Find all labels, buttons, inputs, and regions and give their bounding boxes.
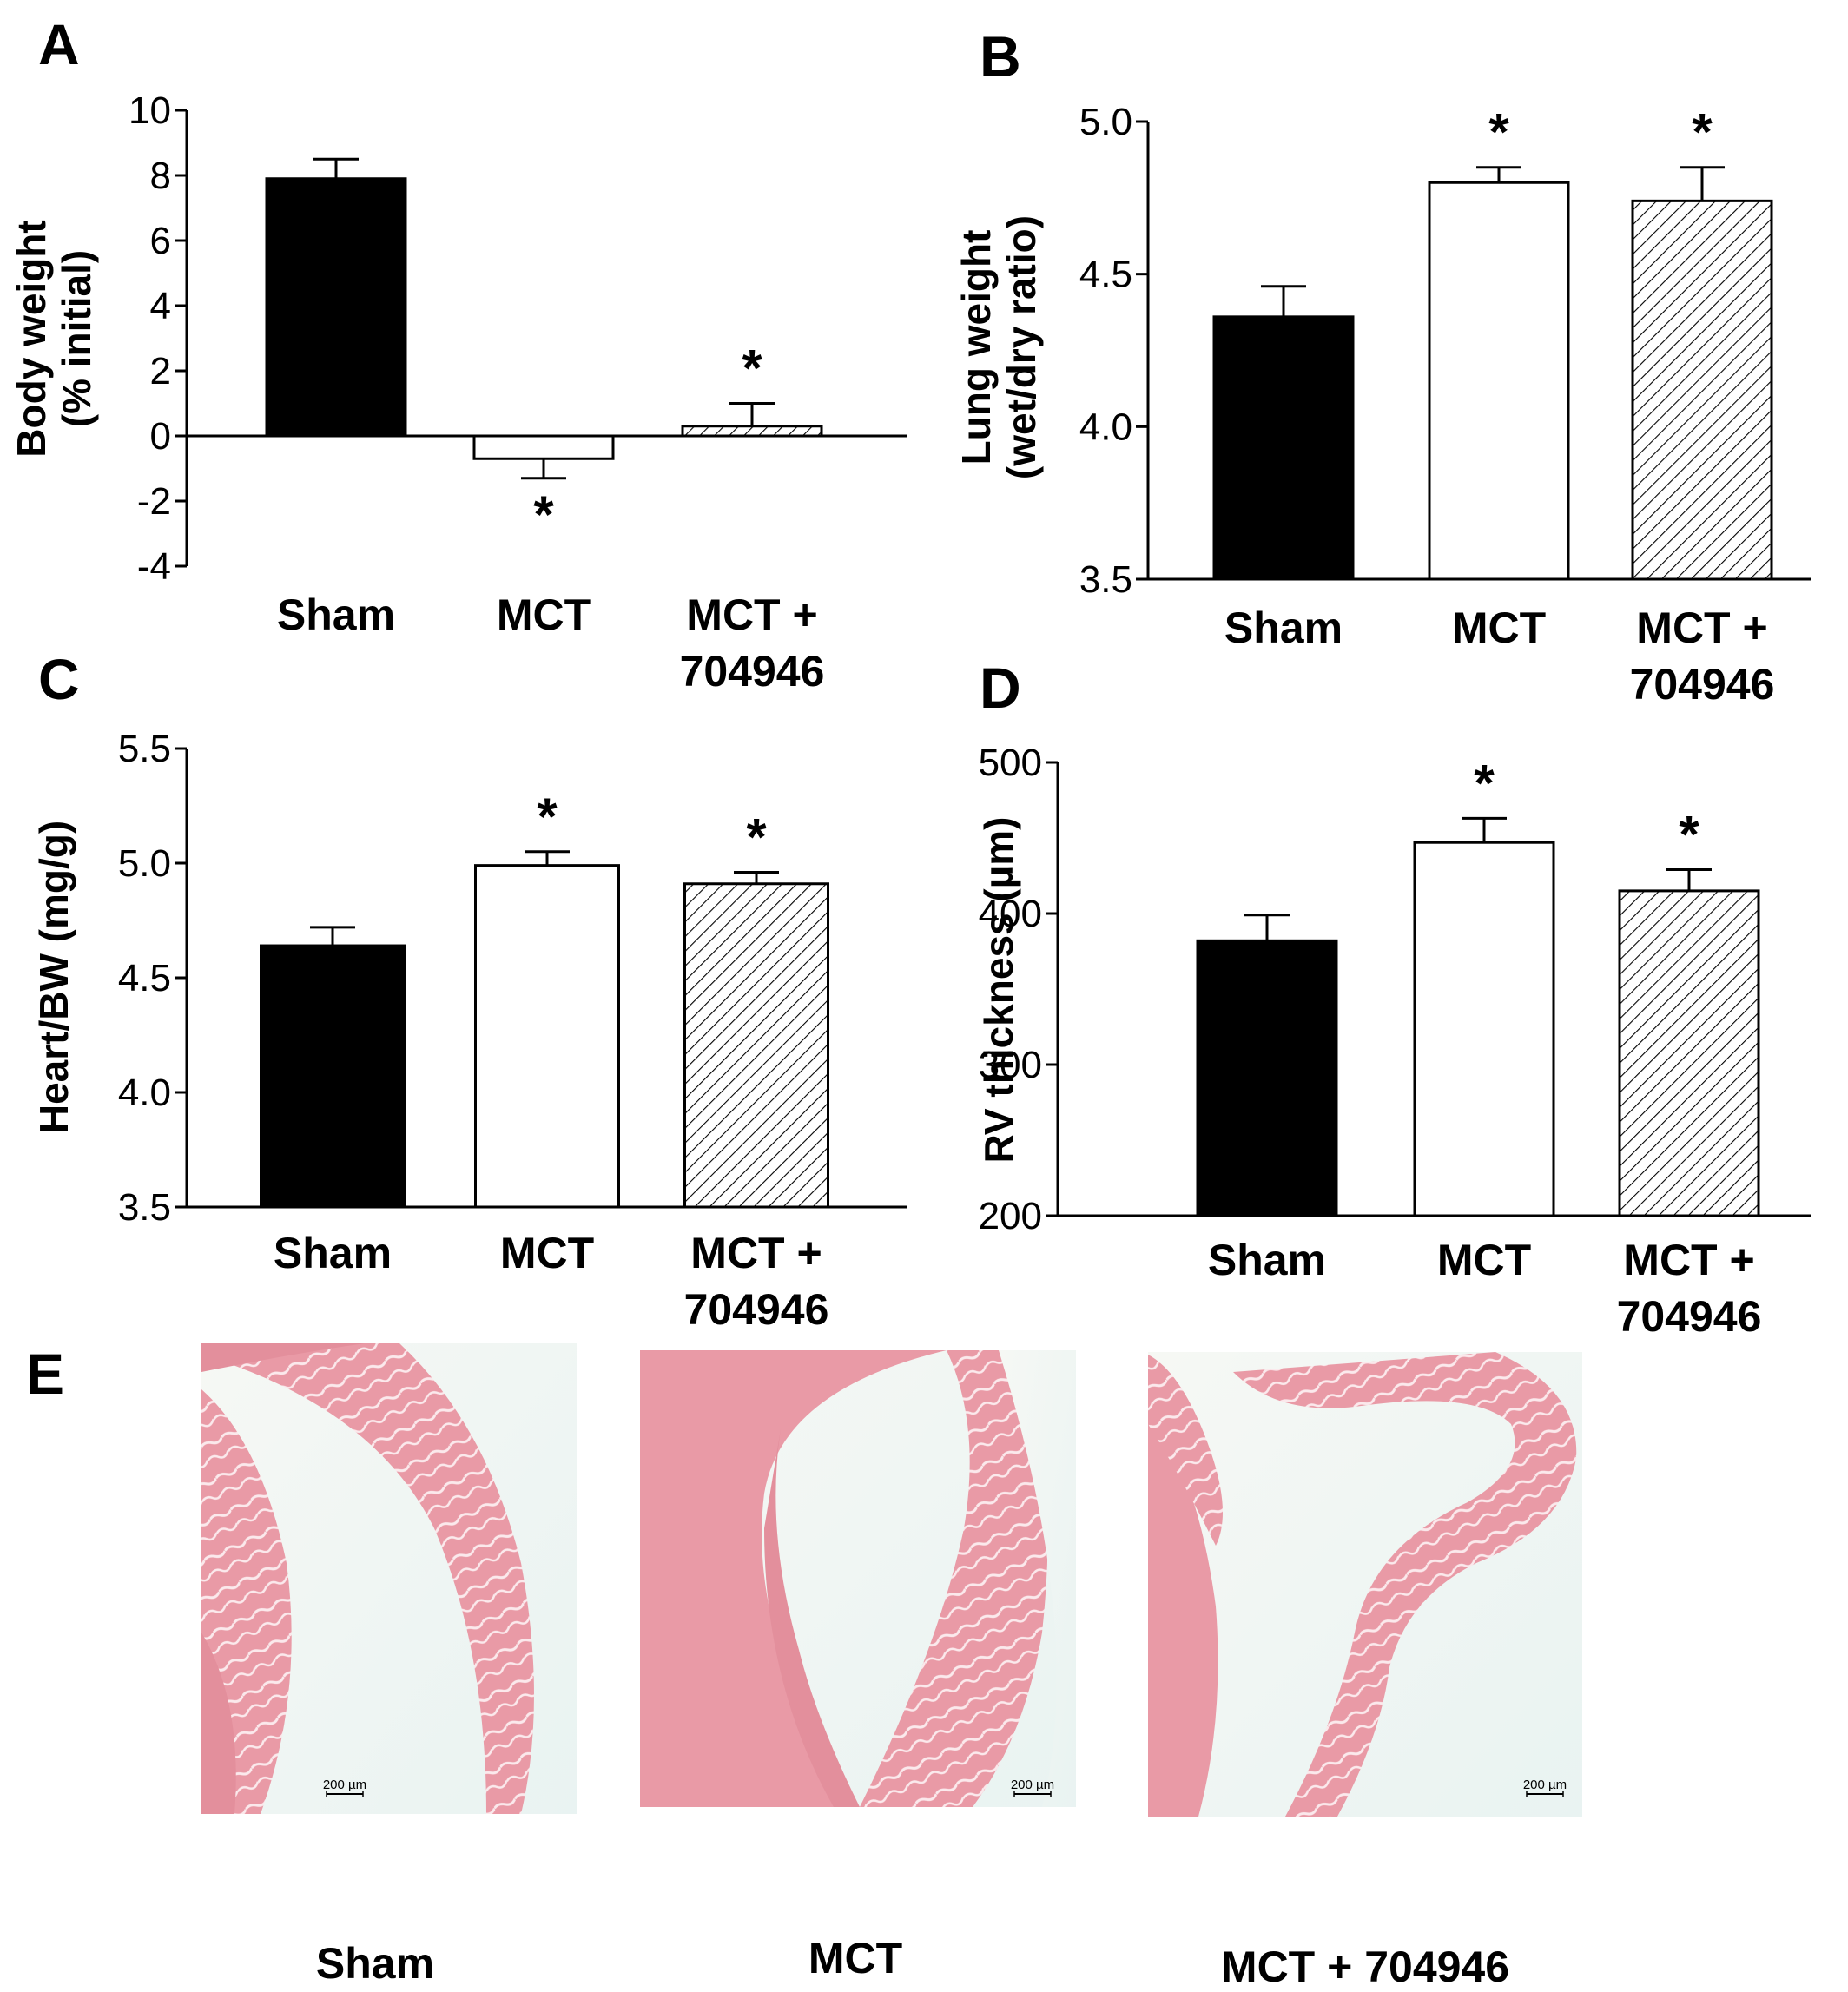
- bar: [681, 425, 823, 438]
- bar: [1631, 199, 1773, 581]
- panel-letter-e: E: [26, 1342, 64, 1406]
- category-label: Sham: [274, 1229, 392, 1277]
- y-tick-label: 400: [979, 893, 1042, 935]
- micrograph-label-mct-704946: MCT + 704946: [1221, 1943, 1509, 1991]
- y-tick-label: 5.0: [118, 842, 171, 885]
- y-tick-label: 4.0: [1079, 406, 1132, 448]
- bar: [1428, 181, 1570, 581]
- y-tick-label: -4: [137, 545, 171, 588]
- category-label: Sham: [277, 590, 395, 639]
- y-tick-label: 4.5: [118, 957, 171, 999]
- y-axis-label: RV thickness (µm): [976, 817, 1021, 1164]
- y-tick-label: 4.5: [1079, 254, 1132, 296]
- bar: [474, 864, 620, 1209]
- y-tick-label: 6: [150, 220, 171, 262]
- y-tick-label: 3.5: [118, 1186, 171, 1229]
- category-label: MCT +704946: [680, 590, 825, 696]
- micrograph-mct-704946: [1148, 1352, 1582, 1817]
- significance-star: *: [537, 788, 558, 846]
- chart-panel-d: 200 300 400 500 RV thickness (µm) Sham * MCT * MC…: [976, 742, 1811, 1341]
- micrograph-sham: [201, 1343, 577, 1814]
- category-label: MCT: [1452, 604, 1546, 652]
- y-tick-label: -2: [137, 480, 171, 523]
- significance-star: *: [1488, 103, 1509, 162]
- significance-star: *: [533, 485, 554, 544]
- category-label: Sham: [1224, 604, 1343, 652]
- significance-star: *: [1474, 754, 1495, 812]
- significance-star: *: [742, 340, 762, 398]
- y-tick-label: 500: [979, 742, 1042, 784]
- bar: [1618, 889, 1760, 1217]
- bar: [265, 177, 407, 438]
- significance-star: *: [1692, 103, 1713, 162]
- micrograph-label-mct: MCT: [808, 1934, 902, 1982]
- panel-letter-a: A: [38, 12, 80, 76]
- significance-star: *: [746, 808, 767, 867]
- bar: [1413, 841, 1555, 1217]
- panel-letter-d: D: [980, 656, 1021, 720]
- category-label: Sham: [1208, 1236, 1326, 1284]
- y-tick-label: 200: [979, 1195, 1042, 1237]
- scale-bar-sham: 200 µm: [323, 1778, 366, 1797]
- significance-star: *: [1679, 806, 1700, 864]
- micrograph-label-sham: Sham: [316, 1939, 434, 1988]
- y-axis-label: Body weight(% initial): [9, 220, 99, 457]
- category-label: MCT: [497, 590, 591, 639]
- panel-letter-c: C: [38, 647, 80, 711]
- category-label: MCT +704946: [1630, 604, 1775, 709]
- micrograph-mct: [640, 1350, 1076, 1807]
- scale-bar-mct-704946: 200 µm: [1523, 1778, 1567, 1797]
- chart-panel-b: 3.5 4.0 4.5 5.0 Lung weight(wet/dry ratio) Sh…: [954, 101, 1811, 709]
- y-tick-label: 4: [150, 285, 171, 327]
- y-tick-label: 300: [979, 1044, 1042, 1086]
- y-tick-label: 2: [150, 350, 171, 392]
- bar: [1212, 315, 1355, 581]
- category-label: MCT +704946: [684, 1229, 829, 1334]
- category-label: MCT: [1437, 1236, 1531, 1284]
- chart-panel-c: 3.5 4.0 4.5 5.0 5.5 Heart/BW (mg/g) Sham * MCT * M…: [31, 728, 908, 1334]
- svg-text:200 µm: 200 µm: [1523, 1778, 1567, 1792]
- y-tick-label: 8: [150, 155, 171, 197]
- bar: [1196, 939, 1338, 1217]
- category-label: MCT: [500, 1229, 594, 1277]
- y-tick-label: 5.5: [118, 728, 171, 770]
- bar: [260, 944, 406, 1209]
- bar: [683, 882, 829, 1209]
- svg-text:200 µm: 200 µm: [323, 1778, 366, 1792]
- y-tick-label: 10: [129, 89, 171, 132]
- y-tick-label: 5.0: [1079, 101, 1132, 143]
- y-tick-label: 0: [150, 415, 171, 458]
- category-label: MCT +704946: [1617, 1236, 1762, 1341]
- scale-bar-mct: 200 µm: [1011, 1778, 1054, 1797]
- bar: [472, 434, 615, 460]
- y-tick-label: 4.0: [118, 1072, 171, 1114]
- y-tick-label: 3.5: [1079, 558, 1132, 601]
- svg-text:200 µm: 200 µm: [1011, 1778, 1054, 1792]
- chart-panel-a: -4 -2 0 2 4 6 8 10 Body weight(% initial) Sham * MC…: [9, 89, 908, 696]
- y-axis-label: Lung weight(wet/dry ratio): [954, 215, 1044, 479]
- y-axis-label: Heart/BW (mg/g): [31, 821, 76, 1133]
- panel-letter-b: B: [980, 24, 1021, 89]
